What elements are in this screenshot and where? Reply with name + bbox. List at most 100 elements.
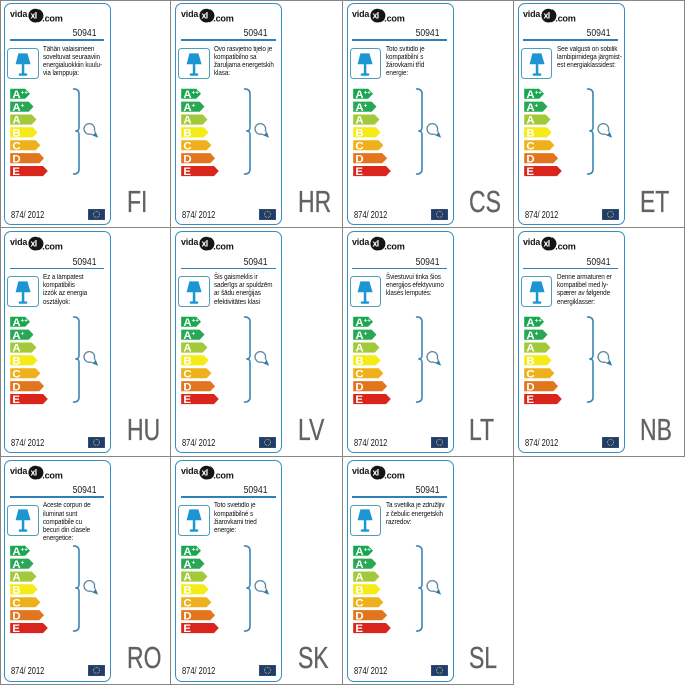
svg-text:D: D — [12, 153, 20, 165]
svg-text:vida: vida — [181, 9, 199, 19]
svg-text:xl: xl — [373, 11, 379, 21]
svg-text:vida: vida — [181, 237, 199, 247]
svg-text:C: C — [12, 369, 20, 381]
svg-text:vida: vida — [10, 9, 28, 19]
svg-text:E: E — [355, 623, 363, 635]
svg-text:C: C — [12, 597, 20, 609]
svg-text:.com: .com — [42, 13, 62, 23]
svg-text:E: E — [526, 395, 534, 407]
svg-text:A+: A+ — [184, 558, 196, 570]
svg-text:D: D — [355, 153, 363, 165]
svg-text:xl: xl — [30, 239, 36, 249]
svg-text:A: A — [355, 343, 363, 355]
svg-text:xl: xl — [373, 467, 379, 477]
svg-text:A+: A+ — [12, 102, 24, 114]
svg-text:A+: A+ — [12, 558, 24, 570]
svg-text:C: C — [355, 140, 363, 152]
svg-text:C: C — [355, 597, 363, 609]
svg-text:A: A — [355, 115, 363, 127]
svg-text:.com: .com — [213, 242, 233, 252]
svg-text:B: B — [355, 128, 363, 140]
svg-text:C: C — [184, 369, 192, 381]
svg-text:B: B — [355, 584, 363, 596]
svg-text:A++: A++ — [526, 89, 542, 101]
svg-text:C: C — [12, 140, 20, 152]
svg-text:B: B — [184, 128, 192, 140]
svg-text:A++: A++ — [355, 89, 371, 101]
svg-text:D: D — [184, 153, 192, 165]
svg-text:A+: A+ — [12, 330, 24, 342]
svg-text:B: B — [12, 584, 20, 596]
svg-text:.com: .com — [384, 13, 404, 23]
svg-text:A: A — [12, 115, 20, 127]
svg-text:A+: A+ — [184, 102, 196, 114]
svg-text:A: A — [526, 115, 534, 127]
svg-text:C: C — [526, 140, 534, 152]
svg-text:D: D — [526, 153, 534, 165]
svg-text:E: E — [12, 166, 20, 178]
svg-text:vida: vida — [523, 237, 541, 247]
svg-text:D: D — [184, 610, 192, 622]
svg-text:B: B — [526, 128, 534, 140]
svg-text:xl: xl — [201, 467, 207, 477]
svg-text:xl: xl — [544, 11, 550, 21]
svg-text:D: D — [12, 610, 20, 622]
svg-text:E: E — [355, 166, 363, 178]
svg-text:.com: .com — [213, 13, 233, 23]
svg-text:.com: .com — [213, 470, 233, 480]
svg-text:B: B — [12, 128, 20, 140]
svg-text:A++: A++ — [526, 317, 542, 329]
svg-text:D: D — [355, 610, 363, 622]
svg-text:A: A — [12, 343, 20, 355]
svg-text:A+: A+ — [355, 558, 367, 570]
svg-text:vida: vida — [523, 9, 541, 19]
svg-text:D: D — [355, 382, 363, 394]
svg-text:C: C — [355, 369, 363, 381]
svg-text:A+: A+ — [355, 330, 367, 342]
svg-text:vida: vida — [10, 466, 28, 476]
svg-text:A++: A++ — [12, 317, 28, 329]
svg-text:D: D — [526, 382, 534, 394]
svg-text:C: C — [184, 597, 192, 609]
svg-text:vida: vida — [352, 9, 370, 19]
svg-text:xl: xl — [201, 11, 207, 21]
svg-text:vida: vida — [181, 466, 199, 476]
svg-text:A: A — [526, 343, 534, 355]
svg-text:E: E — [184, 166, 192, 178]
svg-text:.com: .com — [42, 242, 62, 252]
svg-text:xl: xl — [201, 239, 207, 249]
svg-text:A+: A+ — [355, 102, 367, 114]
svg-text:.com: .com — [384, 470, 404, 480]
svg-text:A++: A++ — [355, 546, 371, 558]
svg-text:B: B — [526, 356, 534, 368]
svg-text:A: A — [184, 571, 192, 583]
svg-text:A: A — [184, 343, 192, 355]
svg-text:B: B — [355, 356, 363, 368]
svg-text:xl: xl — [544, 239, 550, 249]
svg-text:vida: vida — [352, 466, 370, 476]
svg-text:.com: .com — [556, 242, 576, 252]
svg-text:E: E — [12, 395, 20, 407]
svg-text:E: E — [12, 623, 20, 635]
svg-text:D: D — [12, 382, 20, 394]
svg-text:xl: xl — [30, 11, 36, 21]
svg-text:A++: A++ — [184, 89, 200, 101]
svg-text:E: E — [355, 395, 363, 407]
svg-text:.com: .com — [42, 470, 62, 480]
svg-text:vida: vida — [10, 237, 28, 247]
svg-text:A++: A++ — [12, 546, 28, 558]
svg-text:D: D — [184, 382, 192, 394]
svg-text:A+: A+ — [526, 102, 538, 114]
svg-text:E: E — [184, 623, 192, 635]
svg-text:A+: A+ — [526, 330, 538, 342]
svg-text:.com: .com — [384, 242, 404, 252]
svg-text:B: B — [184, 584, 192, 596]
svg-text:B: B — [184, 356, 192, 368]
svg-text:C: C — [526, 369, 534, 381]
svg-text:A: A — [12, 571, 20, 583]
svg-text:A++: A++ — [184, 546, 200, 558]
svg-text:A++: A++ — [12, 89, 28, 101]
svg-text:A+: A+ — [184, 330, 196, 342]
svg-text:vida: vida — [352, 237, 370, 247]
svg-text:A: A — [355, 571, 363, 583]
